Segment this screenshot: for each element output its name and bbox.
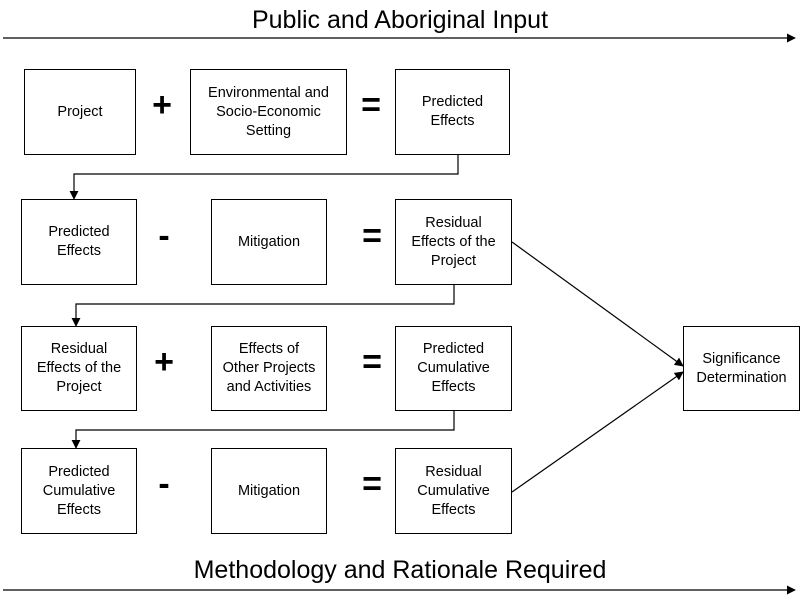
- operator-plus: +: [152, 86, 172, 124]
- box-environmental-setting: Environmental and Socio-Economic Setting: [190, 69, 347, 155]
- operator-minus: -: [158, 465, 170, 503]
- arrow-cumulative-to-significance: [511, 371, 684, 493]
- connector-row3-to-row4: [71, 411, 455, 449]
- box-predicted-effects: Predicted Effects: [395, 69, 510, 155]
- box-other-projects: Effects of Other Projects and Activities: [211, 326, 327, 411]
- connector-row2-to-row3: [71, 285, 455, 327]
- box-significance-determination: Significance Determination: [683, 326, 800, 411]
- operator-plus: +: [154, 343, 174, 381]
- connector-row1-to-row2: [69, 155, 459, 200]
- box-mitigation-cumulative: Mitigation: [211, 448, 327, 534]
- operator-minus: -: [158, 217, 170, 255]
- heading-methodology: Methodology and Rationale Required: [193, 556, 607, 584]
- operator-equals: =: [362, 465, 382, 503]
- box-mitigation: Mitigation: [211, 199, 327, 285]
- operator-equals: =: [362, 217, 382, 255]
- box-project: Project: [24, 69, 136, 155]
- operator-equals: =: [361, 86, 381, 124]
- arrow-residual-to-significance: [511, 241, 684, 367]
- box-predicted-effects-input: Predicted Effects: [21, 199, 137, 285]
- box-predicted-cumulative-input: Predicted Cumulative Effects: [21, 448, 137, 534]
- box-residual-cumulative-effects: Residual Cumulative Effects: [395, 448, 512, 534]
- box-residual-effects: Residual Effects of the Project: [395, 199, 512, 285]
- heading-public-input: Public and Aboriginal Input: [251, 6, 549, 34]
- operator-equals: =: [362, 343, 382, 381]
- box-residual-effects-input: Residual Effects of the Project: [21, 326, 137, 411]
- box-predicted-cumulative-effects: Predicted Cumulative Effects: [395, 326, 512, 411]
